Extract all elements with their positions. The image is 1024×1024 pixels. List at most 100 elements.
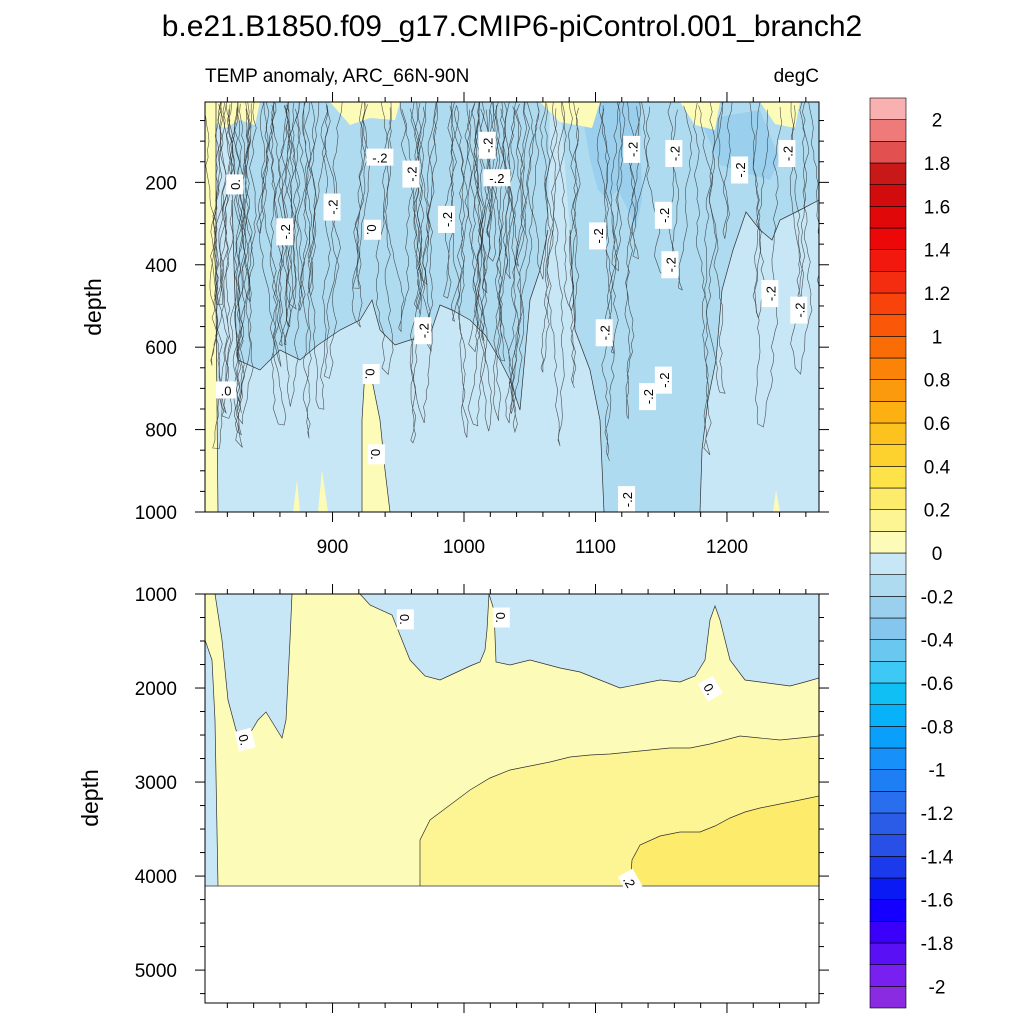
upper-contour-squiggle [410, 102, 437, 424]
colorbar-box [869, 617, 907, 640]
upper-contour-squiggle [601, 102, 626, 461]
x-tick-label: 1100 [575, 537, 616, 558]
contour-label-text: -.2 [792, 303, 807, 318]
contour-label-bg [665, 140, 683, 168]
colorbar-tick-label: 1.6 [924, 197, 950, 218]
contour-label-text: -.2 [763, 286, 778, 301]
upper-contour-squiggle [790, 102, 813, 375]
upper-contour-squiggle [512, 102, 528, 267]
colorbar-box [869, 726, 907, 749]
contour-label-bg [226, 174, 244, 195]
contour-label-bg [697, 675, 723, 702]
contour-label-text: -.2 [440, 212, 455, 227]
contour-label: -.2 [483, 169, 511, 187]
colorbar-box [869, 661, 907, 684]
contour-label-text: -.2 [278, 224, 293, 239]
upper-positive-surface [205, 102, 800, 130]
contour-label-bg [402, 160, 420, 188]
variable-label: TEMP anomaly, ARC_66N-90N [205, 66, 469, 87]
contour-label-text: -.2 [489, 171, 504, 186]
colorbar-tick-label: 2 [932, 111, 943, 132]
contour-label-bg [437, 205, 455, 233]
contour-label-text: -.2 [780, 146, 795, 161]
contour-label-text: -.2 [620, 492, 635, 507]
contour-label: -.2 [623, 135, 641, 163]
contour-label-bg [617, 868, 643, 895]
colorbar-box [869, 574, 907, 597]
contour-label: -.2 [665, 140, 683, 168]
contour-label-bg [414, 317, 432, 345]
contour-label-text: -.2 [663, 257, 678, 272]
contour-label-text: -.2 [598, 325, 613, 340]
colorbar-tick-label: 1.2 [924, 284, 950, 305]
colorbar-tick-label: 0.8 [924, 371, 950, 392]
upper-contour-squiggle [219, 102, 235, 414]
colorbar-tick-label: 0.2 [924, 501, 950, 522]
upper-contour-squiggle [277, 102, 301, 310]
contour-label-bg [778, 140, 796, 168]
contour-label-bg [234, 727, 256, 752]
figure-title: b.e21.B1850.f09_g17.CMIP6-piControl.001_… [162, 10, 863, 43]
colorbar-box [869, 401, 907, 424]
y-tick-label: 400 [145, 256, 177, 277]
contour-label: .0 [216, 381, 237, 399]
upper-contour-squiggle [262, 102, 282, 367]
contour-label-text: -.2 [591, 228, 606, 243]
contour-label-text: -.2 [667, 146, 682, 161]
contour-label-bg [323, 193, 341, 221]
colorbar-box [869, 271, 907, 294]
upper-ylabel: depth [80, 278, 106, 336]
colorbar-tick-label: 1.4 [924, 241, 951, 262]
lower-contour-fill: 0. 0. 0. 0. .2 [205, 594, 819, 1003]
contour-label-text: -.2 [404, 167, 419, 182]
contour-label-text: 0. [397, 614, 412, 625]
upper-contour-squiggle [717, 102, 733, 239]
upper-contour-squiggle [297, 102, 316, 439]
colorbar-boxes [869, 97, 907, 1009]
x-tick-label: 900 [317, 537, 349, 558]
colorbar-tick-label: -0.6 [921, 674, 954, 695]
upper-contour-squiggle [295, 102, 313, 311]
y-tick-label: 4000 [135, 867, 177, 888]
colorbar-box [869, 639, 907, 662]
contour-label: -.2 [366, 148, 394, 166]
y-tick-label: 800 [145, 421, 177, 442]
colorbar-box [869, 509, 907, 532]
x-tick-label: 1200 [706, 537, 748, 558]
upper-band-minus03 [580, 102, 642, 230]
contour-label: -.2 [639, 383, 657, 411]
colorbar-box [869, 206, 907, 229]
upper-contour-squiggle [508, 102, 530, 415]
contour-label-text: -.2 [372, 151, 387, 166]
colorbar-box [869, 422, 907, 445]
colorbar-box [869, 119, 907, 142]
upper-contour-squiggle [422, 102, 438, 352]
colorbar-box [869, 747, 907, 770]
upper-contour-squiggle [473, 102, 487, 342]
upper-contour-squiggle [443, 102, 460, 299]
upper-contour-squiggle [234, 102, 254, 425]
colorbar-box [869, 552, 907, 575]
upper-contour-fill: -.2-.2 -.2 -.2-.2-.2-.2 -.2-.2-.2-.2-.2-.2-… [205, 102, 819, 512]
colorbar-box [869, 531, 907, 554]
upper-panel: -.2-.2 -.2 -.2-.2-.2-.2 -.2-.2-.2-.2-.2-.2-… [80, 92, 829, 558]
contour-label-text: -.2 [657, 208, 672, 223]
upper-contour-line-main [231, 199, 819, 512]
contour-label-bg [761, 280, 779, 308]
colorbar-tick-label: 0.6 [924, 414, 950, 435]
y-tick-label: 1000 [135, 585, 177, 606]
contour-label-bg [492, 607, 510, 628]
upper-y-axis: 200 400 600 800 1000 [135, 120, 829, 524]
upper-contour-squiggle [545, 102, 567, 447]
upper-contour-squiggle [492, 102, 515, 421]
upper-contour-squiggle [265, 102, 301, 328]
upper-contour-squiggle [409, 102, 426, 444]
colorbar-box [869, 379, 907, 402]
contour-label-bg [731, 156, 749, 184]
contour-label-bg [362, 363, 380, 384]
contour-label: -.2 [595, 319, 613, 347]
contour-label-bg [276, 218, 294, 246]
upper-contour-squiggle [212, 102, 231, 305]
upper-contour-squiggle [502, 102, 516, 280]
